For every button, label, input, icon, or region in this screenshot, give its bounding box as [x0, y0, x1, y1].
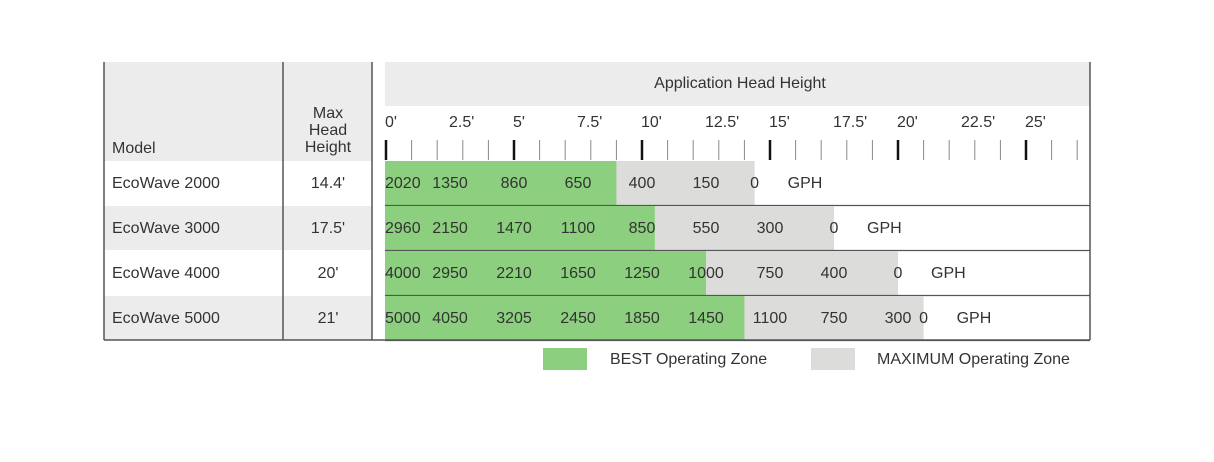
- flow-value: 0: [750, 175, 759, 192]
- flow-value: 4050: [432, 310, 468, 327]
- chart-title: Application Head Height: [654, 75, 826, 92]
- best-zone-bar: [385, 296, 745, 340]
- tick-label: 17.5': [833, 114, 867, 131]
- flow-value: 860: [501, 175, 528, 192]
- flow-value: 1450: [688, 310, 724, 327]
- legend-swatch: [811, 348, 855, 370]
- flow-value: 0: [919, 310, 928, 327]
- best-zone-bar: [385, 206, 655, 250]
- flow-value: 650: [565, 175, 592, 192]
- flow-value: 4000: [385, 265, 421, 282]
- best-zone-bar: [385, 161, 617, 205]
- max-head-header: Max: [313, 105, 343, 122]
- flow-value: 1650: [560, 265, 596, 282]
- tick-label: 20': [897, 114, 918, 131]
- max-head: 14.4': [311, 175, 345, 192]
- flow-value: 2210: [496, 265, 532, 282]
- model-name: EcoWave 4000: [112, 265, 220, 282]
- model-header: Model: [112, 140, 156, 157]
- max-head-header: Head: [309, 122, 347, 139]
- tick-label: 0': [385, 114, 397, 131]
- flow-value: 1100: [753, 310, 788, 327]
- flow-value: 3205: [496, 310, 532, 327]
- flow-value: 2960: [385, 220, 421, 237]
- flow-value: 1470: [496, 220, 532, 237]
- legend-label: MAXIMUM Operating Zone: [877, 351, 1070, 368]
- tick-label: 5': [513, 114, 525, 131]
- flow-value: 1000: [688, 265, 724, 282]
- legend-label: BEST Operating Zone: [610, 351, 767, 368]
- model-name: EcoWave 2000: [112, 175, 220, 192]
- tick-label: 22.5': [961, 114, 995, 131]
- row-bg: [104, 251, 372, 295]
- header-bg: [104, 62, 372, 161]
- unit-label: GPH: [931, 265, 966, 282]
- row-bg: [104, 296, 372, 340]
- flow-value: 1250: [624, 265, 660, 282]
- flow-value: 300: [885, 310, 912, 327]
- flow-value: 850: [629, 220, 656, 237]
- flow-value: 1350: [432, 175, 468, 192]
- tick-label: 10': [641, 114, 662, 131]
- max-head: 17.5': [311, 220, 345, 237]
- title-bg: [385, 62, 1090, 106]
- flow-value: 750: [821, 310, 848, 327]
- flow-value: 2020: [385, 175, 421, 192]
- tick-label: 15': [769, 114, 790, 131]
- flow-value: 2950: [432, 265, 468, 282]
- best-zone-bar: [385, 251, 706, 295]
- flow-value: 150: [693, 175, 720, 192]
- model-name: EcoWave 5000: [112, 310, 220, 327]
- row-bg: [104, 161, 372, 205]
- model-name: EcoWave 3000: [112, 220, 220, 237]
- max-head: 21': [318, 310, 339, 327]
- flow-value: 2150: [432, 220, 468, 237]
- flow-value: 5000: [385, 310, 421, 327]
- tick-label: 2.5': [449, 114, 474, 131]
- flow-value: 400: [629, 175, 656, 192]
- flow-value: 1850: [624, 310, 660, 327]
- flow-value: 300: [757, 220, 784, 237]
- unit-label: GPH: [957, 310, 992, 327]
- row-bg: [104, 206, 372, 250]
- unit-label: GPH: [867, 220, 902, 237]
- flow-value: 550: [693, 220, 720, 237]
- max-head: 20': [318, 265, 339, 282]
- max-head-header: Height: [305, 139, 352, 156]
- flow-value: 2450: [560, 310, 596, 327]
- flow-value: 0: [830, 220, 839, 237]
- flow-value: 750: [757, 265, 784, 282]
- unit-label: GPH: [788, 175, 823, 192]
- legend-swatch: [543, 348, 587, 370]
- flow-value: 400: [821, 265, 848, 282]
- tick-label: 12.5': [705, 114, 739, 131]
- tick-label: 25': [1025, 114, 1046, 131]
- flow-value: 0: [894, 265, 903, 282]
- tick-label: 7.5': [577, 114, 602, 131]
- flow-value: 1100: [561, 220, 596, 237]
